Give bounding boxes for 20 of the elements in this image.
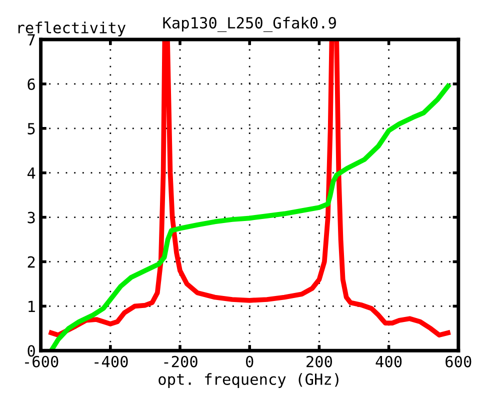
line-series xyxy=(48,39,450,338)
x-tick-label: 600 xyxy=(446,356,472,368)
y-tick-label: 2 xyxy=(28,256,35,268)
y-tick-label: 1 xyxy=(28,300,35,312)
y-axis-title: reflectivity xyxy=(18,22,126,36)
y-tick-label: 7 xyxy=(28,34,35,46)
y-tick-label: 6 xyxy=(28,78,35,90)
x-tick-label: -600 xyxy=(25,356,58,368)
line-series xyxy=(48,84,450,351)
x-tick-label: -200 xyxy=(164,356,198,368)
chart-title: Kap130_L250_Gfak0.9 xyxy=(163,16,336,32)
y-tick-label: 0 xyxy=(28,345,35,357)
y-tick-label: 5 xyxy=(28,123,35,134)
x-tick-label: 0 xyxy=(246,356,254,368)
x-tick-label: 400 xyxy=(376,356,402,368)
y-tick-label: 4 xyxy=(28,168,36,179)
x-tick-label: 200 xyxy=(306,356,332,368)
x-tick-label: -400 xyxy=(94,356,128,368)
x-axis-title: opt. frequency (GHz) xyxy=(158,373,338,388)
y-tick-label: 3 xyxy=(28,212,35,224)
